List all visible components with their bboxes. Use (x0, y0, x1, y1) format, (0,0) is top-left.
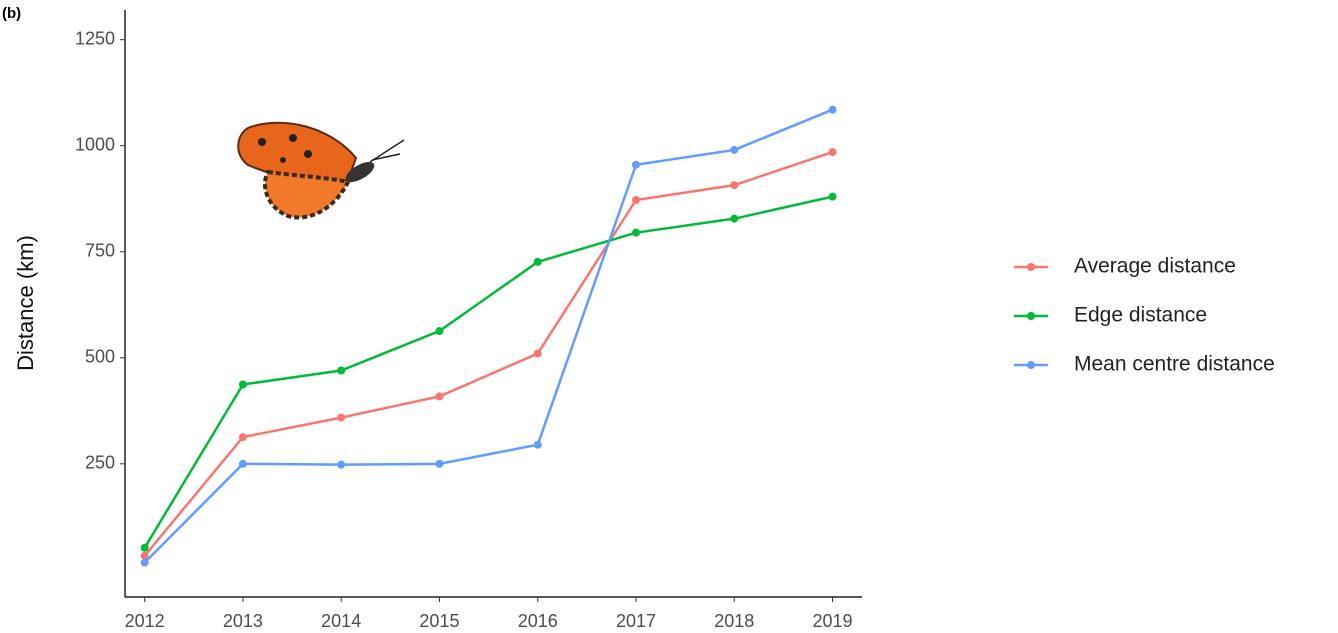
butterfly (238, 123, 404, 218)
point (829, 193, 837, 201)
point (435, 327, 443, 335)
legend-key-point (1027, 312, 1035, 320)
x-tick-label: 2019 (812, 611, 852, 631)
x-tick-label: 2017 (616, 611, 656, 631)
point (730, 146, 738, 154)
series-line (145, 110, 833, 563)
y-tick-label: 750 (85, 241, 115, 261)
y-tick-label: 250 (85, 453, 115, 473)
series-line (145, 197, 833, 548)
point (141, 544, 149, 552)
x-tick-label: 2018 (714, 611, 754, 631)
y-tick-label: 1000 (75, 134, 115, 154)
chart-title: (b) (2, 5, 21, 22)
point (632, 229, 640, 237)
y-tick-label: 1250 (75, 28, 115, 48)
point (435, 392, 443, 400)
point (632, 196, 640, 204)
chart: (b) Distance (km) 250 500 750 1000 1250 2012 2… (0, 0, 1338, 633)
legend-key-point (1027, 361, 1035, 369)
series-line (145, 152, 833, 556)
x-tick-label: 2012 (125, 611, 165, 631)
legend-key-point (1027, 263, 1035, 271)
point (239, 460, 247, 468)
point (141, 559, 149, 567)
point (435, 460, 443, 468)
point (534, 258, 542, 266)
legend-label: Average distance (1074, 255, 1236, 278)
point (829, 148, 837, 156)
point (534, 350, 542, 358)
y-tick-label: 500 (85, 347, 115, 367)
legend-label: Edge distance (1074, 304, 1207, 327)
point (730, 215, 738, 223)
point (239, 381, 247, 389)
point (239, 433, 247, 441)
point (337, 367, 345, 375)
y-axis-label: Distance (km) (13, 235, 38, 371)
legend-label: Mean centre distance (1074, 353, 1275, 376)
point (337, 414, 345, 422)
x-tick-label: 2014 (321, 611, 361, 631)
point (829, 106, 837, 114)
x-tick-label: 2016 (518, 611, 558, 631)
point (730, 181, 738, 189)
x-tick-label: 2015 (419, 611, 459, 631)
point (534, 441, 542, 449)
point (632, 161, 640, 169)
x-tick-label: 2013 (223, 611, 263, 631)
point (337, 461, 345, 469)
